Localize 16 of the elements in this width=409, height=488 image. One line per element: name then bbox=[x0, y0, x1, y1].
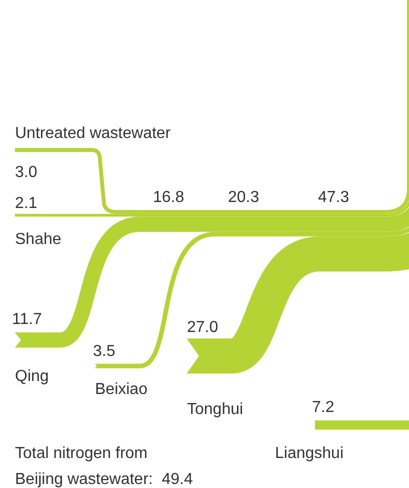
data-label: 11.7 bbox=[12, 311, 42, 328]
data-label: 7.2 bbox=[312, 399, 334, 416]
data-label: 2.1 bbox=[15, 195, 38, 212]
text: 16.8 bbox=[153, 189, 184, 206]
category-label: Shahe bbox=[15, 231, 62, 248]
data-label: 3.5 bbox=[93, 343, 116, 360]
category-label: Tonghui bbox=[187, 401, 244, 418]
category-label: Qing bbox=[15, 368, 49, 385]
category-label: Beixiao bbox=[95, 381, 148, 398]
data-label: 3.0 bbox=[15, 164, 38, 181]
data-label: 27.0 bbox=[187, 319, 218, 336]
category-label: Liangshui bbox=[275, 445, 344, 462]
text: Total nitrogen from Beijing wastewater: 49.4 bbox=[15, 445, 193, 488]
category-label: Untreated wastewater bbox=[15, 125, 172, 142]
text: 20.3 bbox=[228, 189, 260, 206]
text: 47.3 bbox=[318, 189, 350, 206]
